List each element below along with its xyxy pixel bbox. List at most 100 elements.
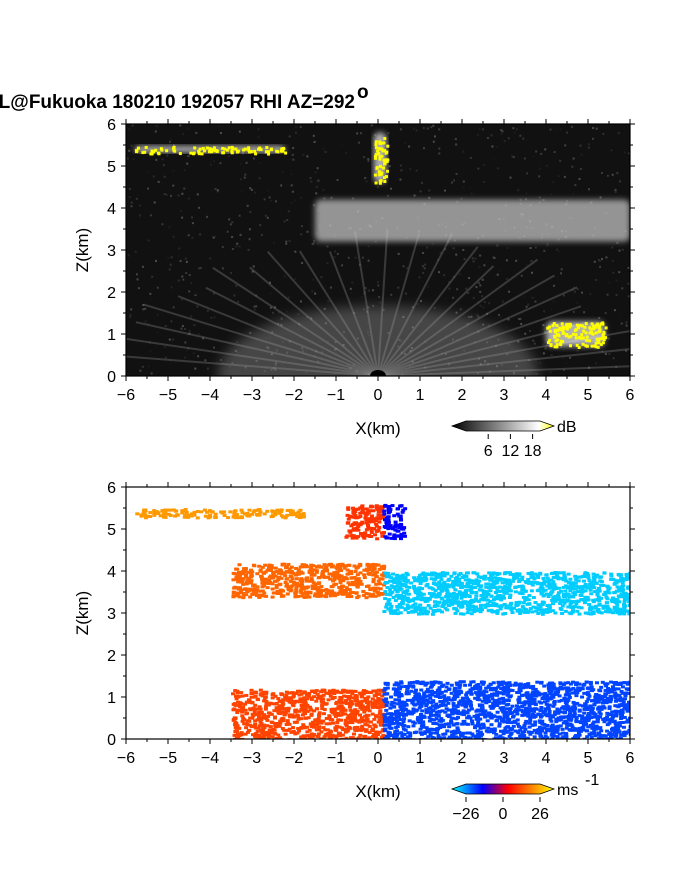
velocity-pixel (375, 590, 380, 594)
velocity-pixel (331, 721, 336, 725)
velocity-pixel (550, 602, 555, 606)
velocity-pixel (267, 566, 272, 570)
noise-speckle (306, 230, 309, 233)
strong-echo-pixel (215, 149, 219, 153)
noise-speckle (505, 259, 508, 262)
velocity-pixel (609, 572, 614, 576)
velocity-pixel (469, 586, 474, 590)
velocity-pixel (478, 687, 483, 691)
strong-echo-pixel (377, 147, 381, 151)
noise-speckle (358, 263, 361, 266)
noise-speckle (576, 287, 579, 290)
velocity-pixel (341, 728, 346, 732)
velocity-pixel (521, 686, 526, 690)
velocity-pixel (195, 510, 200, 514)
noise-speckle (582, 277, 585, 280)
noise-speckle (130, 201, 133, 204)
velocity-pixel (484, 592, 489, 596)
noise-speckle (479, 284, 482, 287)
velocity-pixel (264, 703, 269, 707)
velocity-pixel (431, 582, 436, 586)
velocity-pixel (364, 507, 369, 511)
velocity-pixel (250, 701, 255, 705)
velocity-pixel (514, 603, 519, 607)
noise-speckle (361, 256, 364, 259)
velocity-pixel (346, 727, 351, 731)
noise-speckle (131, 124, 134, 127)
velocity-pixel (365, 568, 370, 572)
velocity-pixel (459, 584, 464, 588)
noise-speckle (324, 150, 327, 153)
noise-speckle (268, 196, 271, 199)
noise-speckle (260, 233, 263, 236)
strong-echo-pixel (596, 322, 600, 326)
velocity-pixel (606, 607, 611, 611)
velocity-pixel (589, 724, 594, 728)
velocity-pixel (268, 574, 273, 578)
velocity-pixel (305, 704, 310, 708)
noise-speckle (562, 357, 565, 360)
velocity-pixel (247, 508, 252, 512)
velocity-pixel (335, 570, 340, 574)
velocity-pixel (321, 588, 326, 592)
velocity-pixel (370, 564, 375, 568)
noise-speckle (418, 276, 421, 279)
velocity-pixel (276, 576, 281, 580)
velocity-pixel (252, 734, 257, 738)
noise-speckle (285, 240, 288, 243)
velocity-pixel (614, 589, 619, 593)
velocity-pixel (354, 507, 359, 511)
noise-speckle (376, 281, 379, 284)
velocity-pixel (487, 577, 492, 581)
noise-speckle (172, 169, 175, 172)
velocity-pixel (507, 571, 512, 575)
velocity-pixel (373, 725, 378, 729)
noise-speckle (334, 250, 337, 253)
velocity-pixel (242, 722, 247, 726)
near-field-echo (218, 306, 538, 376)
velocity-pixel (371, 580, 376, 584)
velocity-pixel (205, 510, 210, 514)
velocity-pixel (328, 729, 333, 733)
velocity-pixel (309, 724, 314, 728)
velocity-pixel (487, 609, 492, 613)
velocity-pixel (469, 719, 474, 723)
velocity-pixel (459, 602, 464, 606)
velocity-pixel (366, 592, 371, 596)
velocity-pixel (445, 590, 450, 594)
velocity-pixel (366, 704, 371, 708)
velocity-pixel (307, 595, 312, 599)
velocity-pixel (254, 691, 259, 695)
strong-echo-pixel (275, 149, 279, 153)
velocity-pixel (616, 579, 621, 583)
noise-speckle (323, 197, 326, 200)
velocity-pixel (359, 695, 364, 699)
velocity-pixel (545, 693, 550, 697)
velocity-pixel (587, 694, 592, 698)
noise-speckle (478, 282, 481, 285)
velocity-pixel (402, 595, 407, 599)
strong-echo-pixel (384, 175, 388, 179)
strong-echo-pixel (383, 179, 387, 183)
velocity-pixel (595, 589, 600, 593)
velocity-pixel (566, 681, 571, 685)
noise-speckle (126, 157, 129, 160)
reflectivity-x-tick-label: 4 (542, 387, 551, 404)
strong-echo-pixel (588, 339, 592, 343)
velocity-pixel (564, 697, 569, 701)
velocity-pixel (414, 607, 419, 611)
strong-echo-pixel (590, 344, 594, 348)
strong-echo-pixel (136, 146, 140, 150)
velocity-pixel (239, 580, 244, 584)
velocity-pixel (472, 582, 477, 586)
velocity-pixel (384, 703, 389, 707)
velocity-pixel (622, 593, 627, 597)
velocity-pixel (327, 689, 332, 693)
velocity-pixel (175, 513, 180, 517)
velocity-pixel (401, 508, 406, 512)
velocity-pixel (593, 700, 598, 704)
velocity-pixel (236, 570, 241, 574)
strong-echo-pixel (156, 151, 160, 155)
velocity-pixel (219, 510, 224, 514)
velocity-pixel (562, 601, 567, 605)
